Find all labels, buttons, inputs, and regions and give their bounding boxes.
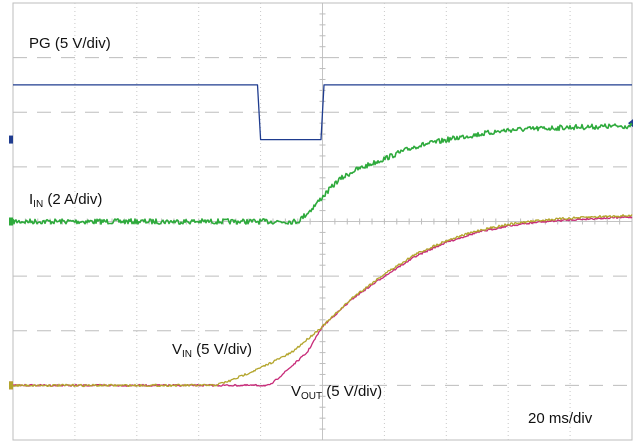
pg-label: PG (5 V/div) [29,35,111,52]
vout-label: VOUT (5 V/div) [291,383,383,402]
iin-label: IIN (2 A/div) [29,191,103,210]
vin-label: VIN (5 V/div) [172,341,253,360]
pg-ground-marker [9,135,13,144]
iin-trace [12,122,633,225]
iin-ground-marker [9,217,13,226]
time-scale-label: 20 ms/div [528,410,593,427]
pg-trace [13,84,632,141]
vin-ground-marker [9,381,13,390]
vin-trace [12,214,633,388]
